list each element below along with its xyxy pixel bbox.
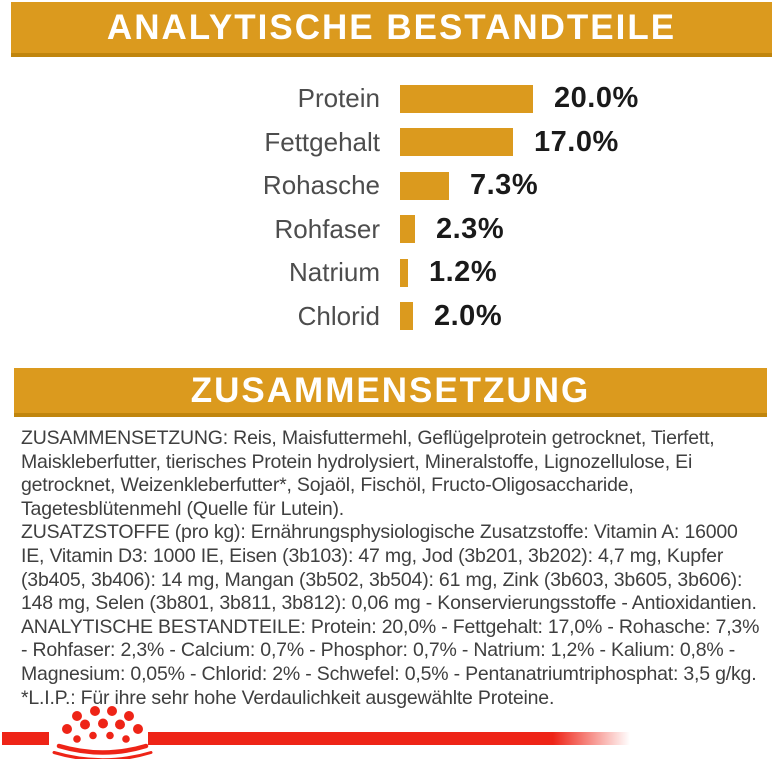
chart-category-label: Protein: [297, 83, 380, 114]
chart-value-label: 17.0%: [534, 125, 619, 158]
chart-category-label: Rohasche: [262, 170, 380, 201]
logo-right-bar: [148, 732, 630, 745]
chart-bar: [400, 84, 533, 113]
chart-value-label: 1.2%: [429, 256, 498, 289]
royal-canin-crown-icon: [52, 706, 153, 759]
chart-bar: [400, 128, 513, 157]
chart-category-label: Natrium: [288, 257, 380, 288]
composition-banner: ZUSAMMENSETZUNG: [14, 368, 767, 417]
lip-footnote: *L.I.P.: Für ihre sehr hohe Verdaulichke…: [21, 686, 555, 709]
analytical-constituents-banner: ANALYTISCHE BESTANDTEILE: [11, 2, 772, 57]
additives-paragraph: ZUSATZSTOFFE (pro kg): Ernährungsphysiol…: [21, 521, 757, 615]
analytical-constituents-chart: Protein 20.0% Fettgehalt 17.0% Rohasche …: [0, 77, 782, 338]
chart-row-chlorid: Chlorid 2.0%: [0, 295, 782, 339]
chart-category-label: Rohfaser: [274, 213, 381, 244]
analytical-constituents-paragraph: ANALYTISCHE BESTANDTEILE: Protein: 20,0%…: [21, 615, 760, 685]
chart-value-label: 2.3%: [436, 212, 505, 245]
chart-category-label: Chlorid: [297, 300, 380, 331]
analytical-constituents-title: ANALYTISCHE BESTANDTEILE: [106, 7, 677, 47]
chart-bar: [400, 302, 413, 331]
chart-bar: [400, 258, 408, 287]
chart-value-label: 2.0%: [434, 299, 503, 332]
logo-left-bar: [2, 732, 49, 745]
chart-row-rohfaser: Rohfaser 2.3%: [0, 208, 782, 252]
royal-canin-logo: [0, 704, 782, 759]
chart-bar: [400, 171, 449, 200]
chart-value-label: 20.0%: [554, 82, 639, 115]
chart-row-rohasche: Rohasche 7.3%: [0, 164, 782, 208]
composition-text-block: ZUSAMMENSETZUNG: Reis, Maisfuttermehl, G…: [21, 427, 763, 710]
chart-bar: [400, 215, 415, 244]
composition-paragraph: ZUSAMMENSETZUNG: Reis, Maisfuttermehl, G…: [21, 427, 715, 520]
chart-value-label: 7.3%: [470, 169, 539, 202]
chart-row-natrium: Natrium 1.2%: [0, 251, 782, 295]
chart-category-label: Fettgehalt: [264, 126, 380, 157]
chart-row-fettgehalt: Fettgehalt 17.0%: [0, 121, 782, 165]
composition-title: ZUSAMMENSETZUNG: [190, 370, 591, 410]
chart-row-protein: Protein 20.0%: [0, 77, 782, 121]
